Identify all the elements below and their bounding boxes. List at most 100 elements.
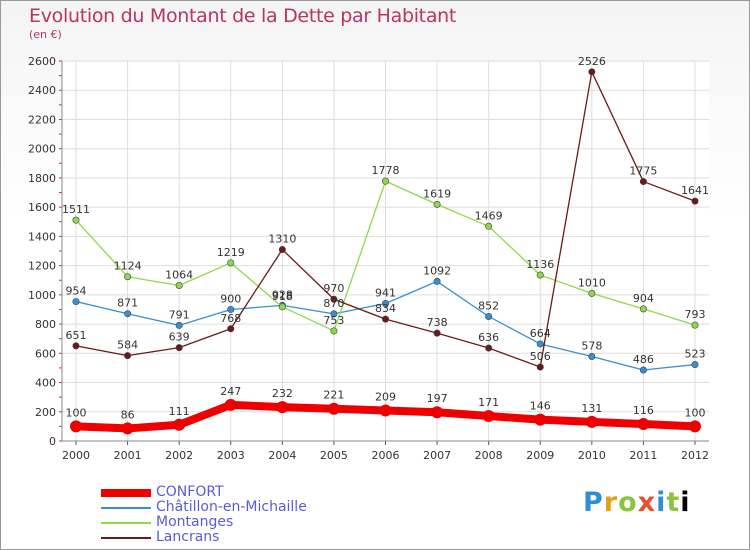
x-tick-label: 2001 xyxy=(114,449,142,462)
x-tick-label: 2005 xyxy=(320,449,348,462)
y-tick-label: 1200 xyxy=(28,260,56,273)
chart-subtitle: (en €) xyxy=(29,28,62,41)
data-label: 506 xyxy=(530,350,551,363)
data-label: 232 xyxy=(272,387,293,400)
data-label: 1092 xyxy=(423,264,451,277)
data-point xyxy=(175,281,183,289)
data-point xyxy=(72,342,80,350)
data-label: 486 xyxy=(633,353,654,366)
data-point xyxy=(534,413,547,426)
y-tick-label: 1600 xyxy=(28,201,56,214)
data-label: 1775 xyxy=(629,165,657,178)
data-point xyxy=(431,406,444,419)
data-label: 111 xyxy=(169,405,190,418)
y-tick-label: 1000 xyxy=(28,289,56,302)
data-point xyxy=(72,298,80,306)
data-label: 100 xyxy=(66,406,87,419)
legend-label: Montanges xyxy=(156,514,234,530)
x-tick-label: 2007 xyxy=(423,449,451,462)
chart-title: Evolution du Montant de la Dette par Hab… xyxy=(29,5,457,27)
y-tick-label: 800 xyxy=(35,318,56,331)
x-tick-label: 2008 xyxy=(475,449,503,462)
data-point xyxy=(588,289,596,297)
y-tick-label: 200 xyxy=(35,406,56,419)
data-point xyxy=(276,401,289,414)
grid-lines xyxy=(62,60,709,442)
x-tick-label: 2006 xyxy=(372,449,400,462)
y-tick-label: 2000 xyxy=(28,143,56,156)
data-label: 870 xyxy=(323,297,344,310)
data-point xyxy=(433,329,441,337)
data-point xyxy=(278,246,286,254)
legend-label: CONFORT xyxy=(156,484,224,500)
data-point xyxy=(121,422,134,435)
data-label: 918 xyxy=(272,290,293,303)
data-label: 1619 xyxy=(423,187,451,200)
x-tick-label: 2010 xyxy=(578,449,606,462)
data-point xyxy=(482,410,495,423)
data-labels: 954 871 791 900 928 870 941 1092 852 664 578 486 523… xyxy=(62,55,709,422)
legend-swatch xyxy=(101,507,151,509)
data-label: 793 xyxy=(685,308,706,321)
data-label: 636 xyxy=(478,331,499,344)
logo-letter: r xyxy=(603,487,619,518)
data-label: 1469 xyxy=(475,209,503,222)
logo-letter: o xyxy=(618,487,638,518)
logo-letter: i xyxy=(680,487,691,518)
data-label: 1124 xyxy=(114,260,142,273)
data-label: 584 xyxy=(117,339,138,352)
data-label: 904 xyxy=(633,292,654,305)
x-tick-label: 2003 xyxy=(217,449,245,462)
data-point xyxy=(588,353,596,361)
data-label: 651 xyxy=(66,329,87,342)
data-point xyxy=(433,277,441,285)
x-tick-label: 2000 xyxy=(62,449,90,462)
data-point xyxy=(227,325,235,333)
data-label: 209 xyxy=(375,390,396,403)
data-point xyxy=(173,418,186,431)
data-label: 768 xyxy=(220,312,241,325)
data-label: 2526 xyxy=(578,55,606,68)
data-point xyxy=(227,259,235,267)
data-label: 1310 xyxy=(268,233,296,246)
data-label: 1641 xyxy=(681,184,709,197)
data-point xyxy=(175,321,183,329)
data-point xyxy=(585,415,598,428)
data-point xyxy=(330,295,338,303)
data-point xyxy=(381,299,389,307)
data-label: 131 xyxy=(581,402,602,415)
data-point xyxy=(72,216,80,224)
data-point xyxy=(70,420,82,433)
data-label: 247 xyxy=(220,385,241,398)
data-point xyxy=(639,305,647,313)
data-point xyxy=(689,420,701,433)
data-label: 197 xyxy=(427,392,448,405)
data-label: 871 xyxy=(117,297,138,310)
legend-swatch xyxy=(101,537,151,539)
axes: 0 200 400 600 800 1000 1200 1400 1600 1800 2000 220… xyxy=(28,55,709,462)
data-point xyxy=(327,402,340,415)
data-label: 664 xyxy=(530,327,551,340)
data-label: 146 xyxy=(530,400,551,413)
data-label: 578 xyxy=(581,340,602,353)
data-label: 852 xyxy=(478,299,499,312)
data-label: 100 xyxy=(685,406,706,419)
data-point xyxy=(536,363,544,371)
x-tick-label: 2002 xyxy=(165,449,193,462)
x-tick-label: 2012 xyxy=(681,449,709,462)
x-tick-label: 2009 xyxy=(526,449,554,462)
logo-letter: x xyxy=(637,487,657,518)
data-point xyxy=(381,177,389,185)
data-label: 221 xyxy=(323,389,344,402)
data-label: 1064 xyxy=(165,268,193,281)
data-point xyxy=(691,321,699,329)
y-tick-label: 2600 xyxy=(28,55,56,68)
data-point xyxy=(278,303,286,311)
data-point xyxy=(485,312,493,320)
legend-label: Châtillon-en-Michaille xyxy=(156,499,307,515)
data-point xyxy=(124,310,132,318)
data-point xyxy=(124,273,132,281)
legend-label: Lancrans xyxy=(156,529,220,545)
data-point xyxy=(639,366,647,374)
